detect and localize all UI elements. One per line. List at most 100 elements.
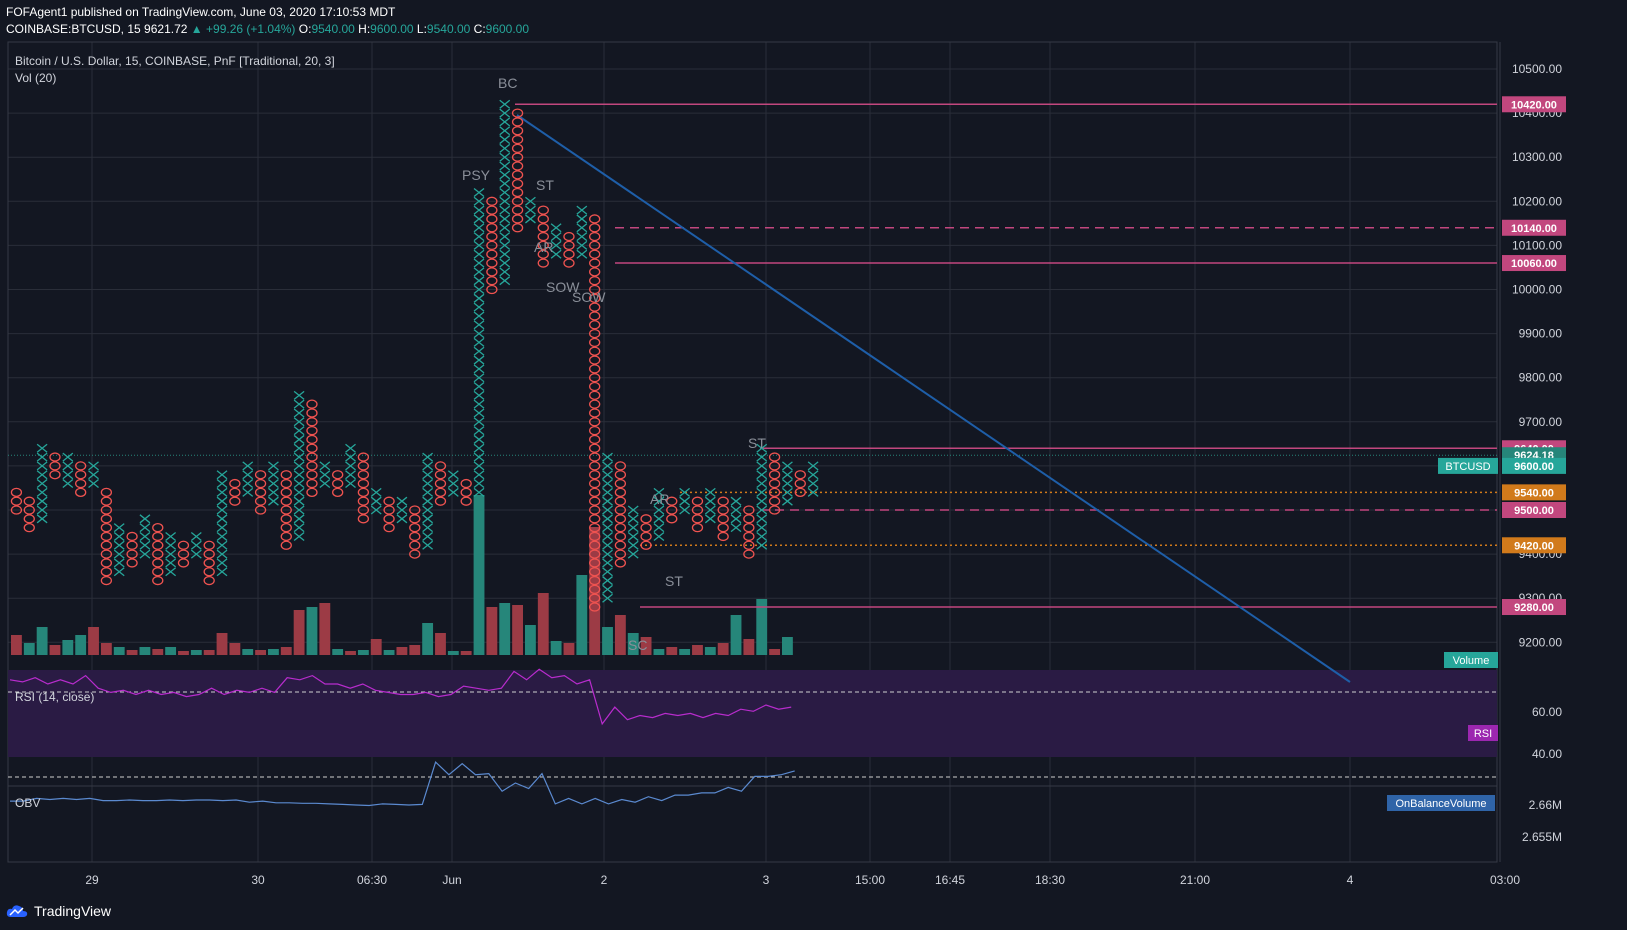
pnf-x-box: [602, 487, 613, 497]
volume-bar: [396, 647, 408, 655]
volume-bar: [447, 651, 459, 655]
vol-legend[interactable]: Vol (20): [15, 71, 56, 85]
pnf-x-box: [473, 373, 485, 383]
price-tick-label: 9900.00: [1519, 327, 1563, 341]
pnf-o-box: [486, 205, 498, 215]
price-axis[interactable]: 10500.0010400.0010300.0010200.0010100.00…: [1499, 42, 1563, 862]
volume-bar: [704, 647, 716, 655]
time-axis[interactable]: 29 30 06:30 Jun 2 3 15:00 16:45 18:30 21:00 4 03:00: [85, 873, 1520, 887]
pnf-x-box: [473, 346, 485, 356]
pnf-o-box: [666, 505, 678, 515]
volume-bar: [345, 651, 356, 655]
pnf-x-box: [62, 470, 74, 480]
pnf-o-box: [409, 522, 421, 533]
downtrend-line[interactable]: [516, 114, 1351, 683]
pnf-o-box: [717, 496, 729, 506]
price-tag: 9500.00: [1502, 502, 1566, 518]
pnf-o-box: [589, 249, 601, 259]
price-tag-bg: [1502, 457, 1566, 474]
pnf-x-box: [422, 496, 434, 506]
pnf-o-box: [717, 531, 729, 542]
pnf-x-box: [525, 196, 536, 206]
pnf-o-column: [280, 470, 292, 550]
volume-bar: [653, 649, 665, 655]
pnf-o-box: [589, 522, 601, 533]
pnf-o-box: [306, 417, 318, 427]
pnf-o-box: [152, 567, 164, 577]
pnf-o-box: [537, 249, 549, 259]
volume-bar: [435, 633, 446, 655]
pnf-o-box: [409, 549, 421, 559]
pnf-x-column: [422, 452, 434, 550]
pnf-x-box: [473, 329, 485, 339]
obv-legend[interactable]: OBV: [15, 796, 40, 810]
pnf-x-box: [499, 143, 511, 153]
pnf-x-box: [756, 496, 768, 506]
pnf-x-box: [139, 514, 151, 524]
pnf-o-column: [717, 496, 729, 542]
main-legend[interactable]: Bitcoin / U.S. Dollar, 15, COINBASE, PnF…: [15, 54, 335, 68]
pnf-x-box: [113, 549, 125, 559]
time-tick-label: 18:30: [1035, 873, 1065, 887]
pnf-x-box: [473, 249, 485, 259]
pnf-x-box: [473, 355, 485, 365]
pnf-o-column: [486, 196, 498, 295]
rsi-legend[interactable]: RSI (14, close): [15, 690, 94, 704]
series-tag-bg: [1438, 457, 1498, 474]
pnf-x-box: [62, 452, 74, 462]
pnf-o-box: [589, 364, 601, 374]
pnf-x-box: [627, 523, 639, 533]
pnf-x-box: [293, 399, 305, 409]
pnf-o-box: [177, 558, 190, 568]
series-tag-text: BTCUSD: [1445, 461, 1490, 473]
pnf-o-box: [614, 487, 627, 498]
pnf-o-box: [23, 514, 35, 524]
trendline[interactable]: [516, 114, 1351, 683]
close-label: C:: [473, 22, 486, 36]
pnf-o-box: [409, 531, 421, 542]
pnf-x-box: [293, 461, 305, 471]
pnf-o-box: [434, 470, 447, 480]
pnf-x-box: [293, 408, 305, 418]
price-tag: 9280.00: [1502, 599, 1566, 616]
time-tick-label: 21:00: [1180, 873, 1210, 887]
volume-bar: [139, 647, 151, 655]
up-arrow-icon: ▲: [190, 22, 203, 36]
series-name-tag: BTCUSD: [1438, 457, 1498, 474]
pnf-o-box: [280, 522, 292, 533]
volume-bar: [717, 643, 729, 655]
horizontal-lines[interactable]: [515, 103, 1497, 608]
pnf-o-column: [254, 470, 267, 515]
pnf-o-box: [434, 487, 447, 498]
pnf-o-column: [177, 540, 190, 568]
pnf-x-column: [782, 461, 793, 506]
volume-bar: [550, 641, 562, 655]
pnf-o-box: [563, 258, 575, 268]
pnf-o-box: [511, 126, 524, 136]
pnf-x-box: [473, 258, 485, 268]
pnf-x-column: [730, 496, 742, 533]
volume-bar: [589, 527, 601, 655]
pnf-o-column: [383, 496, 395, 533]
published-line: FOFAgent1 published on TradingView.com, …: [6, 5, 396, 19]
pnf-o-box: [717, 514, 729, 524]
time-tick-label: 15:00: [855, 873, 885, 887]
pnf-o-box: [49, 470, 61, 480]
pnf-o-box: [254, 470, 267, 480]
series-name-tag: OnBalanceVolume: [1387, 795, 1495, 811]
pnf-x-box: [550, 232, 562, 242]
pnf-x-column: [113, 523, 125, 577]
volume-bar: [216, 633, 228, 655]
pnf-x-column: [525, 196, 536, 224]
pnf-o-box: [563, 249, 575, 259]
pnf-o-box: [589, 214, 601, 224]
pnf-o-box: [203, 558, 215, 568]
pnf-o-box: [589, 575, 601, 586]
pnf-o-box: [203, 575, 215, 586]
pnf-x-box: [756, 452, 768, 462]
tradingview-brand[interactable]: TradingView: [6, 903, 111, 919]
pnf-x-box: [576, 223, 588, 233]
pnf-x-box: [473, 399, 485, 409]
pnf-x-box: [602, 505, 613, 515]
